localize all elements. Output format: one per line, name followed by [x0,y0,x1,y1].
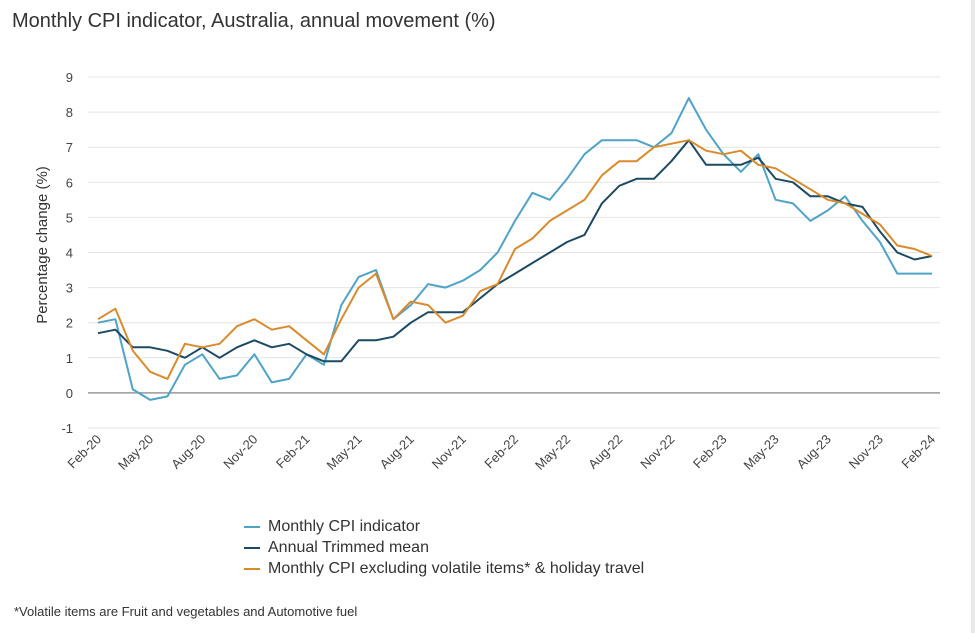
legend-item-cpi[interactable]: Monthly CPI indicator [244,516,644,537]
legend-label: Monthly CPI indicator [268,517,421,535]
y-axis-ticks: -1 0 1 2 3 4 5 6 7 8 9 [61,70,73,436]
window-edge [971,0,975,633]
x-tick-label: Feb-21 [273,432,313,472]
footnote: *Volatile items are Fruit and vegetables… [14,604,358,619]
series-line-1 [97,139,933,363]
legend-swatch [244,567,260,570]
series-line-0 [97,97,932,401]
y-tick-label: 9 [66,70,73,85]
y-tick-label: 6 [66,175,73,190]
x-tick-label: May-23 [740,432,781,473]
legend: Monthly CPI indicator Annual Trimmed mea… [244,516,644,579]
x-tick-label: Feb-20 [64,432,104,472]
x-tick-label: Nov-21 [429,432,469,472]
x-tick-label: May-20 [115,432,156,473]
x-tick-label: May-22 [532,432,573,473]
x-axis-ticks: Feb-20 May-20 Aug-20 Nov-20 Feb-21 May-21 Aug-… [64,432,938,473]
y-tick-label: 0 [66,386,73,401]
legend-swatch [244,546,260,549]
legend-swatch [244,525,260,528]
series-lines [97,97,933,401]
legend-label: Annual Trimmed mean [268,538,429,556]
x-tick-label: Aug-21 [377,432,417,472]
x-tick-label: Feb-23 [690,432,730,472]
y-tick-label: 5 [66,210,73,225]
legend-item-excl-volatile[interactable]: Monthly CPI excluding volatile items* & … [244,558,644,579]
legend-label: Monthly CPI excluding volatile items* & … [268,559,645,577]
legend-item-trimmed-mean[interactable]: Annual Trimmed mean [244,537,644,558]
y-tick-label: 4 [66,246,73,261]
y-tick-label: 7 [66,140,73,155]
x-tick-label: Nov-22 [637,432,677,472]
y-tick-label: -1 [61,421,73,436]
y-tick-label: 1 [66,351,73,366]
y-tick-label: 2 [66,316,73,331]
x-tick-label: Nov-20 [220,432,260,472]
x-tick-label: Aug-20 [168,432,208,472]
y-tick-label: 8 [66,105,73,120]
x-tick-label: May-21 [323,432,364,473]
x-tick-label: Aug-22 [585,432,625,472]
chart-title: Monthly CPI indicator, Australia, annual… [12,10,496,32]
x-tick-label: Feb-24 [898,432,938,472]
x-tick-label: Feb-22 [481,432,521,472]
y-tick-label: 3 [66,281,73,296]
x-tick-label: Aug-23 [794,432,834,472]
x-tick-label: Nov-23 [846,432,886,472]
y-axis-label: Percentage change (%) [34,166,51,324]
series-line-2 [97,139,933,380]
